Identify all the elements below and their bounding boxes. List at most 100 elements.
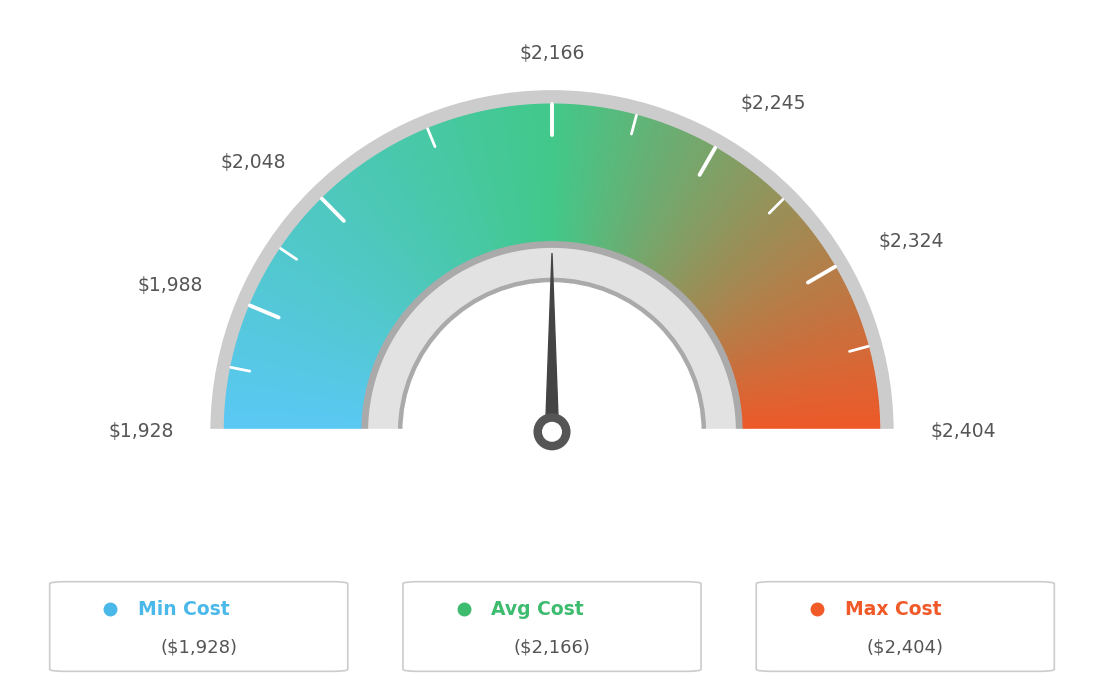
Wedge shape — [295, 226, 408, 317]
Wedge shape — [683, 203, 788, 304]
Wedge shape — [254, 293, 385, 355]
Wedge shape — [719, 289, 848, 353]
Wedge shape — [351, 171, 440, 286]
Wedge shape — [697, 228, 810, 319]
Wedge shape — [521, 106, 537, 248]
Wedge shape — [261, 280, 389, 348]
Wedge shape — [643, 146, 715, 272]
Wedge shape — [678, 193, 778, 299]
Wedge shape — [735, 401, 879, 416]
Wedge shape — [591, 111, 624, 252]
Wedge shape — [382, 150, 458, 274]
Wedge shape — [648, 152, 724, 275]
Wedge shape — [265, 271, 391, 343]
Wedge shape — [734, 384, 877, 406]
Wedge shape — [571, 106, 590, 248]
Wedge shape — [252, 299, 383, 359]
Wedge shape — [277, 250, 399, 331]
Text: $2,324: $2,324 — [879, 232, 944, 250]
Wedge shape — [734, 377, 875, 403]
Wedge shape — [226, 391, 369, 411]
Wedge shape — [583, 109, 611, 250]
Wedge shape — [297, 223, 410, 315]
Wedge shape — [735, 394, 878, 413]
Wedge shape — [690, 215, 800, 311]
Wedge shape — [733, 367, 873, 397]
Wedge shape — [238, 334, 375, 378]
Wedge shape — [328, 190, 427, 297]
Wedge shape — [435, 125, 488, 259]
Wedge shape — [604, 117, 647, 255]
Wedge shape — [232, 360, 372, 393]
Wedge shape — [646, 150, 722, 274]
Wedge shape — [224, 425, 368, 430]
Wedge shape — [428, 127, 484, 261]
FancyBboxPatch shape — [756, 582, 1054, 671]
Wedge shape — [227, 387, 369, 408]
Wedge shape — [736, 415, 879, 424]
Wedge shape — [701, 239, 819, 325]
Wedge shape — [592, 112, 627, 252]
Wedge shape — [368, 247, 736, 432]
Wedge shape — [562, 105, 573, 248]
Wedge shape — [656, 161, 739, 280]
Wedge shape — [234, 351, 373, 388]
Wedge shape — [730, 340, 868, 382]
Wedge shape — [258, 283, 388, 350]
Wedge shape — [734, 381, 877, 405]
Wedge shape — [243, 321, 379, 371]
Wedge shape — [413, 134, 475, 265]
Wedge shape — [318, 200, 422, 303]
Wedge shape — [391, 145, 463, 271]
Wedge shape — [418, 131, 479, 263]
Wedge shape — [306, 213, 415, 310]
Bar — [164, 428, 940, 566]
Wedge shape — [732, 357, 872, 391]
Wedge shape — [736, 411, 879, 422]
Wedge shape — [362, 163, 447, 282]
Wedge shape — [389, 146, 461, 272]
Wedge shape — [425, 128, 482, 262]
Wedge shape — [225, 411, 368, 422]
Wedge shape — [294, 228, 407, 319]
Wedge shape — [730, 344, 869, 384]
Wedge shape — [728, 331, 864, 377]
Wedge shape — [230, 371, 371, 399]
Wedge shape — [227, 381, 370, 405]
Wedge shape — [736, 428, 880, 432]
Wedge shape — [710, 262, 834, 338]
Wedge shape — [723, 308, 857, 364]
Wedge shape — [736, 418, 880, 426]
Wedge shape — [607, 119, 654, 256]
Wedge shape — [282, 245, 401, 328]
Text: $1,928: $1,928 — [108, 422, 173, 442]
Wedge shape — [662, 169, 750, 285]
Wedge shape — [498, 108, 523, 250]
Wedge shape — [735, 391, 878, 411]
Wedge shape — [247, 308, 381, 364]
Wedge shape — [652, 157, 733, 278]
Wedge shape — [224, 418, 368, 426]
Wedge shape — [406, 137, 471, 266]
Wedge shape — [714, 277, 842, 346]
Wedge shape — [264, 274, 390, 344]
Wedge shape — [285, 239, 403, 325]
Wedge shape — [268, 265, 393, 339]
Wedge shape — [231, 364, 371, 395]
Wedge shape — [676, 188, 774, 296]
Circle shape — [403, 283, 701, 581]
Wedge shape — [227, 384, 370, 406]
Wedge shape — [299, 220, 411, 314]
Wedge shape — [542, 104, 548, 247]
Wedge shape — [514, 106, 533, 248]
Wedge shape — [554, 104, 559, 247]
Wedge shape — [432, 126, 486, 260]
Wedge shape — [575, 107, 596, 249]
Text: $2,166: $2,166 — [519, 44, 585, 63]
Wedge shape — [734, 374, 875, 401]
Wedge shape — [235, 347, 373, 386]
Wedge shape — [714, 274, 840, 344]
Wedge shape — [444, 121, 493, 257]
Wedge shape — [564, 105, 576, 248]
Wedge shape — [698, 231, 813, 320]
